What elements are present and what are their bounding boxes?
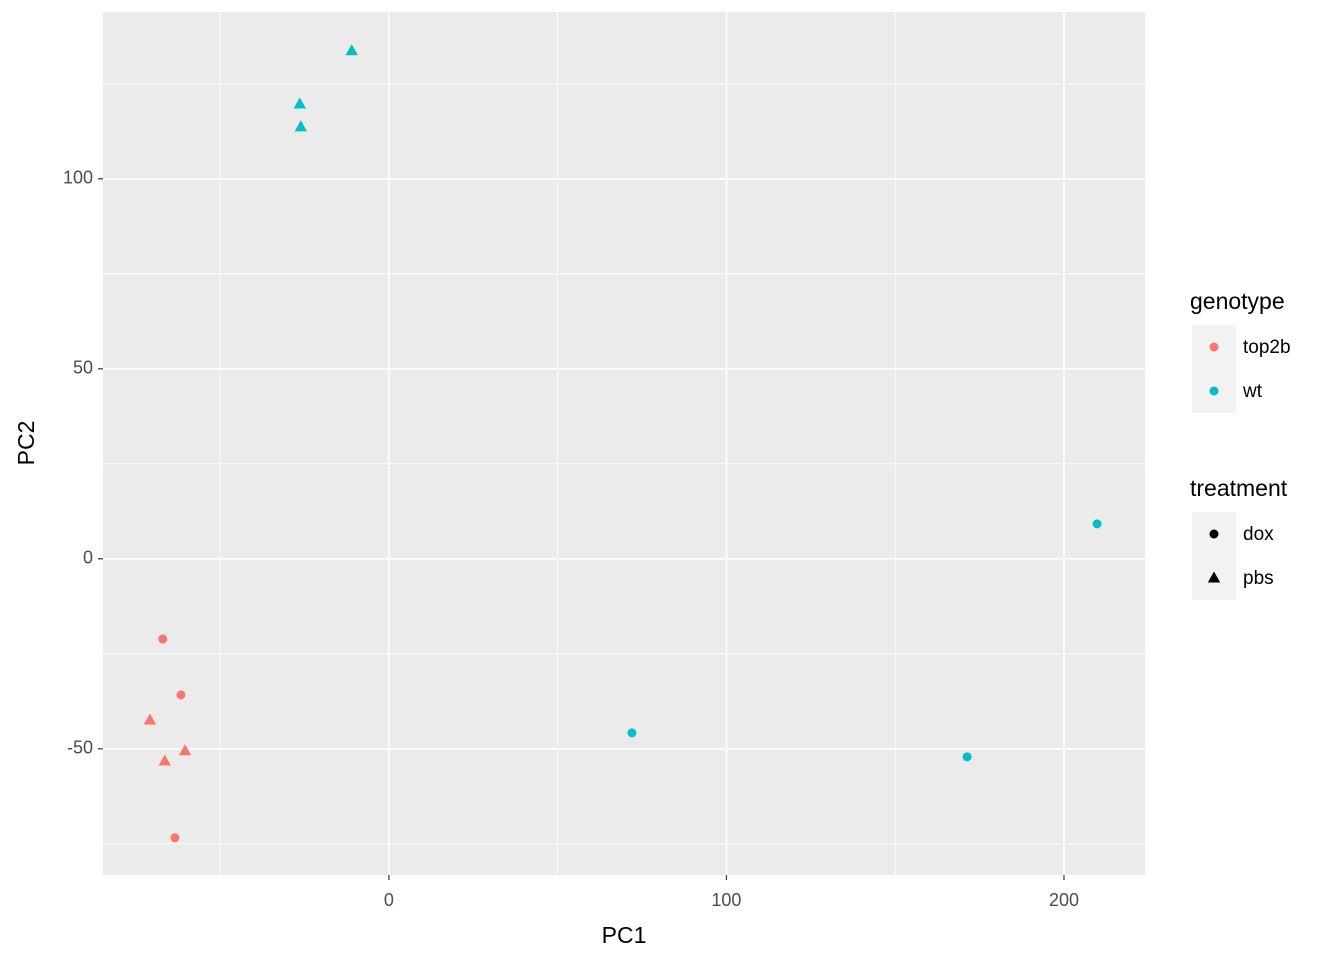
point (178, 744, 192, 756)
point (176, 690, 186, 700)
panel (103, 12, 1145, 875)
point (1092, 519, 1102, 529)
y-tick-label: 100 (63, 168, 93, 188)
point (143, 713, 157, 725)
y-tick-label: -50 (67, 738, 93, 758)
point (293, 97, 306, 109)
y-axis-title: PC2 (13, 421, 39, 466)
point (294, 120, 307, 132)
legend-label: wt (1242, 381, 1263, 402)
legend-marker (1209, 386, 1219, 396)
point (962, 752, 972, 762)
grid (103, 12, 1145, 875)
legend-label: dox (1243, 524, 1274, 545)
legend-title: treatment (1190, 475, 1288, 501)
y-tick-label: 50 (73, 358, 93, 378)
legend-label: pbs (1243, 568, 1274, 589)
x-tick-label: 100 (711, 890, 741, 910)
y-tick-label: 0 (83, 548, 93, 568)
points (143, 44, 1102, 843)
x-tick-label: 200 (1049, 890, 1079, 910)
point (345, 44, 358, 56)
x-axis-title: PC1 (602, 922, 647, 948)
point (170, 833, 180, 843)
legend-marker (1209, 529, 1219, 539)
legend-marker (1209, 342, 1219, 352)
point (627, 728, 637, 738)
legend-marker (1207, 571, 1221, 583)
legend-title: genotype (1190, 288, 1285, 314)
point (158, 634, 168, 644)
point (158, 754, 171, 766)
legend-label: top2b (1243, 337, 1291, 358)
x-tick-label: 0 (384, 890, 394, 910)
